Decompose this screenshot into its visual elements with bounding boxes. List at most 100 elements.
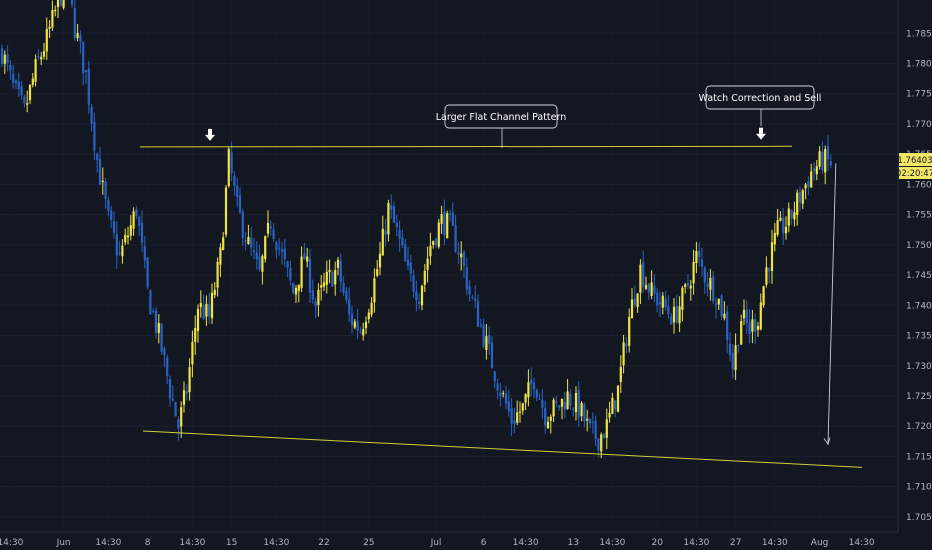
candle-body: [359, 331, 362, 333]
candle-body: [776, 220, 779, 235]
candle-body: [3, 54, 6, 64]
candle-body: [448, 213, 452, 215]
candle-body: [390, 205, 393, 210]
time-axis[interactable]: 14:30 Jun 14:30 8 14:30 15 14:30 22 25 Jul 6 14:30 1…: [0, 538, 875, 548]
candle-body: [314, 301, 317, 307]
candle-body: [143, 246, 146, 261]
last-price-badge: [899, 153, 932, 167]
candle-body: [569, 393, 572, 406]
candle-body: [734, 345, 737, 371]
candle-body: [773, 232, 776, 245]
candle-body: [807, 181, 810, 188]
candle-body: [160, 323, 163, 352]
time-tick-label: 6: [481, 538, 487, 548]
candle-body: [121, 245, 124, 257]
time-tick-label: 13: [567, 538, 578, 548]
candle-body: [541, 399, 544, 408]
candle-body: [227, 148, 230, 187]
candle-body: [616, 385, 620, 412]
price-tick-label: 1.75500: [906, 211, 932, 221]
candle-body: [740, 321, 743, 345]
candle-body: [177, 419, 180, 429]
candle-body: [328, 270, 331, 273]
candle-body: [93, 121, 96, 151]
candle-body: [460, 253, 463, 258]
candle-body: [670, 316, 673, 325]
candle-body: [331, 272, 334, 287]
candle-body: [479, 324, 482, 326]
price-tick-label: 1.77500: [906, 90, 932, 100]
time-tick-label: 14:30: [599, 538, 625, 548]
price-tick-label: 1.70500: [906, 513, 932, 523]
candle-body: [373, 278, 376, 303]
candle-body: [451, 212, 454, 226]
countdown-label: 02:20:47: [896, 169, 932, 179]
candle-body: [353, 321, 356, 328]
candle-body: [572, 408, 575, 410]
candle-body: [264, 236, 267, 260]
time-tick-label: Jun: [56, 538, 71, 548]
candle-body: [0, 48, 4, 65]
time-tick-label: 22: [318, 538, 329, 548]
candle-body: [560, 398, 564, 407]
candle-body: [546, 421, 550, 429]
candle-body: [605, 419, 608, 438]
candle-body: [362, 329, 365, 336]
candle-body: [544, 408, 547, 426]
candle-body: [168, 379, 172, 399]
candle-body: [678, 306, 681, 324]
candle-body: [96, 153, 99, 161]
candle-body: [625, 343, 628, 347]
time-tick-label: 14:30: [95, 538, 121, 548]
candle-body: [521, 403, 524, 411]
candle-body: [490, 342, 494, 369]
time-tick-label: 14:30: [513, 538, 539, 548]
candle-body: [549, 416, 552, 421]
candle-body: [219, 247, 222, 265]
candle-body: [40, 56, 43, 60]
callout-box: [444, 104, 558, 129]
candle-body: [630, 299, 634, 319]
candle-body: [180, 407, 183, 427]
candle-body: [586, 418, 589, 421]
candle-body: [364, 321, 368, 329]
candle-body: [392, 206, 396, 223]
candle-body: [216, 261, 219, 288]
candle-body: [812, 168, 816, 171]
price-tick-label: 1.78500: [906, 29, 932, 39]
candle-body: [684, 284, 687, 287]
candle-body: [23, 96, 26, 104]
candle-body: [423, 270, 426, 285]
countdown-badge: [899, 167, 932, 180]
candle-body: [580, 402, 583, 417]
candle-body: [737, 345, 740, 347]
candle-body: [59, 0, 62, 6]
candle-body: [152, 311, 155, 313]
time-tick-label: 14:30: [683, 538, 709, 548]
candle-body: [695, 250, 698, 264]
candle-body: [76, 33, 79, 39]
time-tick-label: Jul: [430, 538, 442, 548]
candle-body: [278, 247, 281, 249]
candle-body: [20, 86, 23, 96]
price-tick-label: 1.72000: [906, 422, 932, 432]
last-price-label: 1.76403: [897, 156, 932, 166]
candle-body: [233, 175, 236, 187]
candle-body: [720, 295, 723, 317]
candle-body: [810, 171, 813, 188]
time-tick-label: 27: [730, 538, 741, 548]
candle-body: [17, 81, 20, 90]
candle-body: [98, 158, 102, 185]
candle-body: [70, 0, 74, 5]
candle-body: [756, 326, 760, 330]
candle-body: [367, 312, 370, 320]
candle-body: [82, 41, 85, 74]
candle-body: [476, 300, 480, 327]
candle-body: [294, 287, 298, 295]
candle-body: [824, 148, 827, 173]
candle-body: [600, 434, 603, 452]
time-tick-label: 14:30: [849, 538, 875, 548]
candle-body: [731, 352, 734, 369]
candle-body: [653, 285, 656, 294]
